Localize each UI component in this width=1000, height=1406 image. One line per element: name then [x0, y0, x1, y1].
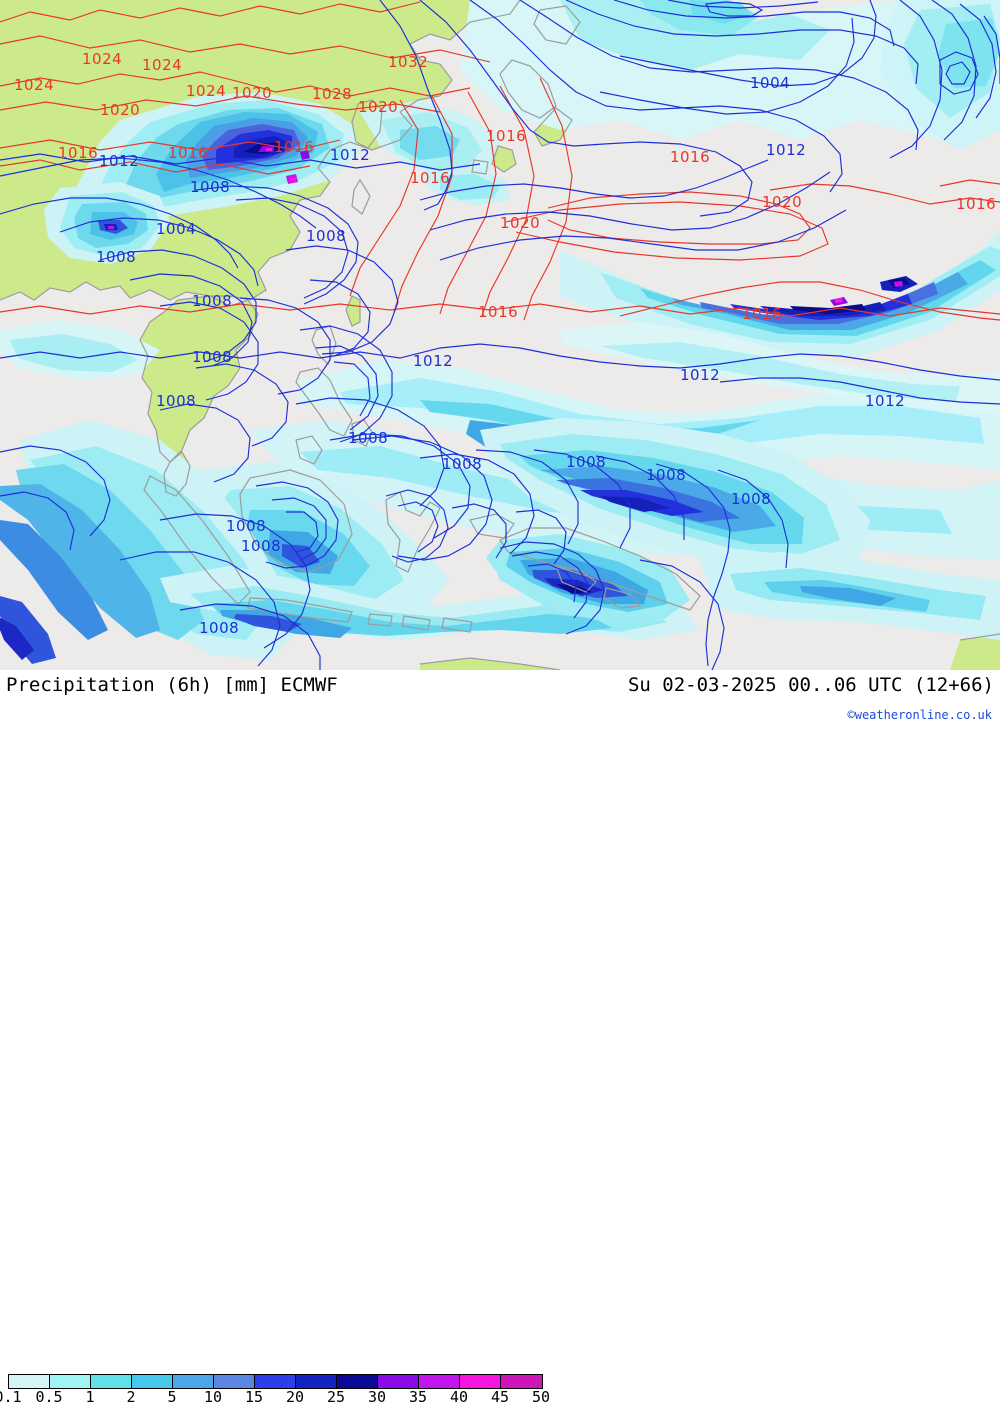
isobar-label: 1020 [358, 98, 399, 116]
chart-title: Precipitation (6h) [mm] ECMWF [6, 674, 338, 696]
isobar-label: 1008 [731, 490, 772, 508]
precipitation-map[interactable]: 1024 1024 1024 1032 1024 1020 1028 1020 … [0, 0, 1000, 670]
colorbar-tick: 40 [449, 1388, 469, 1406]
isobar-label: 1016 [670, 148, 711, 166]
isobar-label: 1012 [99, 152, 140, 170]
colorbar-tick: 50 [531, 1388, 551, 1406]
colorbar-swatch [501, 1375, 542, 1388]
isobar-label: 1008 [192, 348, 233, 366]
isobar-label: 1020 [762, 193, 803, 211]
isobar-label: 1016 [168, 144, 209, 162]
isobar-label: 1024 [14, 76, 55, 94]
isobar-label: 1008 [348, 429, 389, 447]
colorbar-swatch [419, 1375, 460, 1388]
colorbar-tick: 15 [244, 1388, 264, 1406]
colorbar-tick: 30 [367, 1388, 387, 1406]
colorbar-swatch [460, 1375, 501, 1388]
isobar-label: 1008 [442, 455, 483, 473]
isobar-label: 1008 [96, 248, 137, 266]
isobar-label: 1020 [232, 84, 273, 102]
isobar-label: 1016 [486, 127, 527, 145]
isobar-label: 1004 [750, 74, 791, 92]
map-canvas [0, 0, 1000, 670]
precip-layer [0, 0, 1000, 664]
colorbar-tick: 5 [167, 1388, 177, 1406]
isobar-label: 1008 [566, 453, 607, 471]
isobar-label: 1024 [186, 82, 227, 100]
isobar-label: 1008 [156, 392, 197, 410]
colorbar-tick: 25 [326, 1388, 346, 1406]
isobar-label: 1008 [241, 537, 282, 555]
colorbar-swatch [173, 1375, 214, 1388]
isobar-label: 1016 [956, 195, 997, 213]
colorbar-tick: 0.1 [0, 1388, 22, 1406]
precipitation-colorbar [8, 1374, 543, 1389]
colorbar-tick: 1 [85, 1388, 95, 1406]
isobar-label: 1012 [413, 352, 454, 370]
map-footer: Precipitation (6h) [mm] ECMWF Su 02-03-2… [0, 670, 1000, 1406]
colorbar-swatch [214, 1375, 255, 1388]
isobar-label: 1024 [82, 50, 123, 68]
isobar-label: 1012 [766, 141, 807, 159]
isobar-label: 1012 [680, 366, 721, 384]
model-run-info: Su 02-03-2025 00..06 UTC (12+66) [627, 674, 994, 696]
colorbar-swatch [296, 1375, 337, 1388]
colorbar-tick: 20 [285, 1388, 305, 1406]
isobar-label: 1008 [190, 178, 231, 196]
isobar-label: 1008 [192, 292, 233, 310]
colorbar-swatch [337, 1375, 378, 1388]
isobar-label: 1004 [156, 220, 197, 238]
isobar-label: 1020 [100, 101, 141, 119]
colorbar-swatch [50, 1375, 91, 1388]
colorbar-tick: 2 [126, 1388, 136, 1406]
isobar-label: 1016 [58, 144, 99, 162]
colorbar-tick: 45 [490, 1388, 510, 1406]
colorbar-swatch [378, 1375, 419, 1388]
isobar-label: 1008 [306, 227, 347, 245]
colorbar-swatch [255, 1375, 296, 1388]
isobar-label: 1012 [330, 146, 371, 164]
isobar-label: 1032 [388, 53, 429, 71]
colorbar-tick: 0.5 [35, 1388, 63, 1406]
isobar-blue-layer [0, 0, 1000, 670]
isobar-label: 1008 [199, 619, 240, 637]
isobar-label: 1028 [312, 85, 353, 103]
isobar-label: 1016 [410, 169, 451, 187]
isobar-label: 1016 [274, 138, 315, 156]
isobar-label: 1020 [500, 214, 541, 232]
colorbar-tick: 35 [408, 1388, 428, 1406]
colorbar-swatch [132, 1375, 173, 1388]
isobar-label: 1024 [142, 56, 183, 74]
isobar-label: 1008 [646, 466, 687, 484]
isobar-label: 1008 [226, 517, 267, 535]
isobar-label: 1016 [478, 303, 519, 321]
colorbar-swatch [91, 1375, 132, 1388]
copyright-label: ©weatheronline.co.uk [847, 708, 993, 722]
isobar-label: 1012 [865, 392, 906, 410]
colorbar-swatch [9, 1375, 50, 1388]
isobar-label: 1016 [742, 305, 783, 323]
isobar-red-layer [0, 1, 1000, 321]
colorbar-tick: 10 [203, 1388, 223, 1406]
